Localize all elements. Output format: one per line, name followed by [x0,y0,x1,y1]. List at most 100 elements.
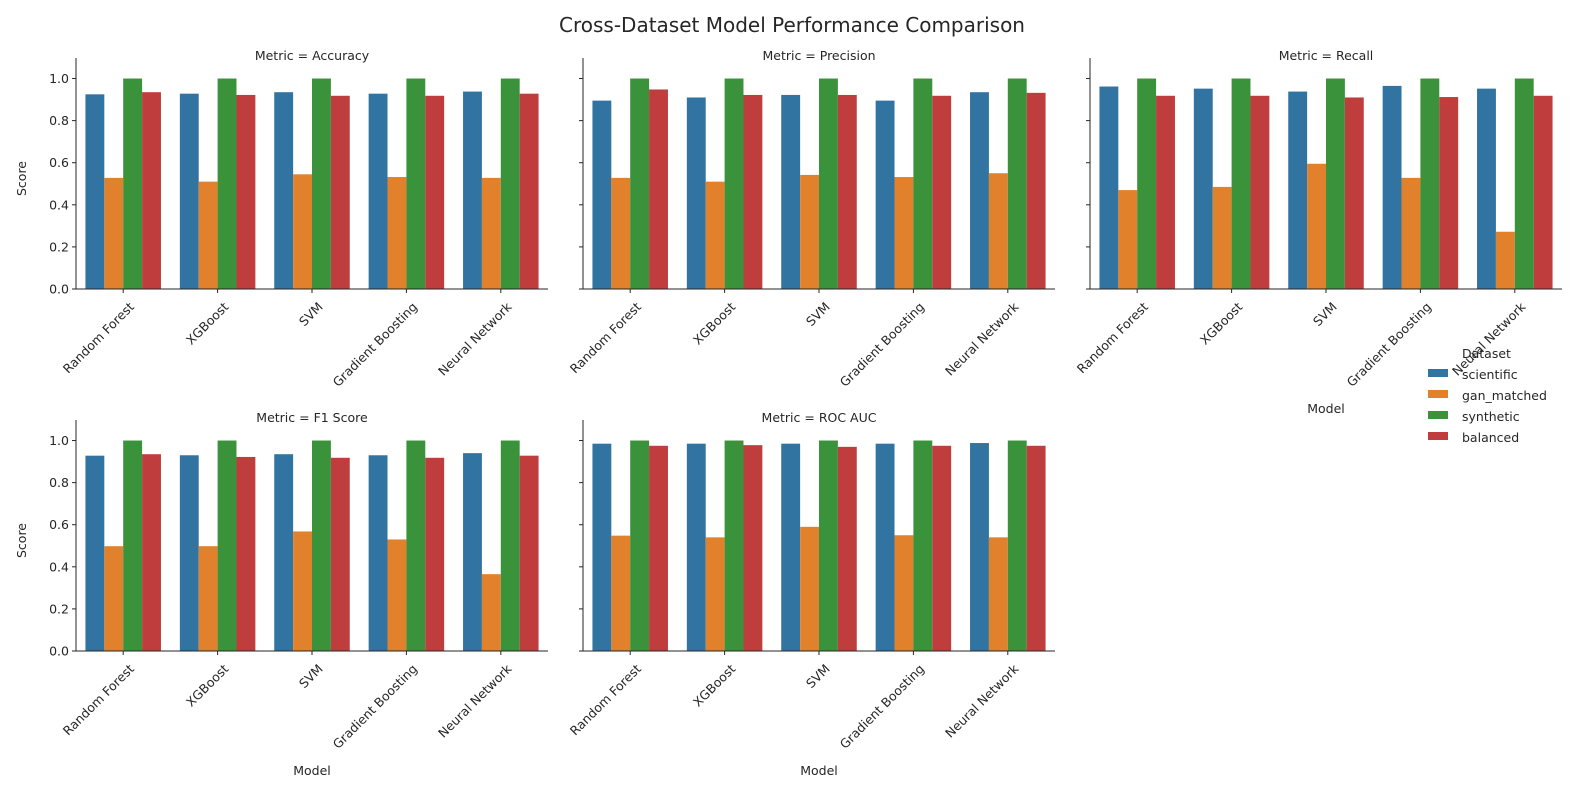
bar-gan_matched [894,535,914,651]
bar-scientific [179,93,199,290]
bar-scientific [970,443,989,651]
bar-synthetic [1326,78,1345,290]
chart-title: Cross-Dataset Model Performance Comparis… [559,13,1025,37]
bar-synthetic [217,78,237,290]
bar-scientific [463,453,482,651]
legend-label: synthetic [1462,409,1520,424]
y-tick-label: 0.8 [49,113,69,128]
bar-synthetic [724,440,744,651]
panel-title: Metric = Precision [762,48,875,63]
bar-gan_matched [611,177,631,289]
x-axis-label: Model [800,763,838,778]
bar-synthetic [1007,440,1027,651]
legend-swatch-gan_matched [1428,390,1448,398]
y-tick-label: 0.0 [49,282,69,297]
x-tick-label: SVM [296,661,326,691]
y-tick-label: 1.0 [49,433,69,448]
panel-title: Metric = Recall [1279,48,1374,63]
y-tick-label: 0.4 [49,559,69,574]
bar-gan_matched [1495,231,1515,289]
bar-gan_matched [198,181,218,289]
bar-scientific [781,443,801,651]
bar-scientific [85,94,105,289]
y-tick-label: 1.0 [49,71,69,86]
bar-scientific [274,92,294,289]
bar-gan_matched [800,174,819,289]
y-tick-label: 0.2 [49,239,69,254]
bar-balanced [142,454,161,651]
bar-gan_matched [1307,163,1326,289]
x-tick-label: Random Forest [1074,299,1151,376]
panel-title: Metric = F1 Score [256,410,368,425]
panel-title: Metric = Accuracy [255,48,370,63]
x-tick-label: Gradient Boosting [837,661,928,752]
x-tick-label: Neural Network [435,299,515,379]
bar-gan_matched [800,526,819,651]
panel-title: Metric = ROC AUC [762,410,877,425]
bar-balanced [649,89,668,289]
legend-swatch-scientific [1428,369,1448,377]
bar-balanced [837,446,857,651]
x-tick-label: Random Forest [60,299,137,376]
bar-gan_matched [481,574,501,651]
bar-scientific [1382,85,1402,289]
y-axis-label: Score [14,161,29,196]
y-tick-label: 0.0 [49,644,69,659]
bar-synthetic [217,440,237,651]
bar-balanced [425,95,445,289]
bar-scientific [274,454,294,651]
bar-balanced [1250,95,1270,289]
x-axis-label: Model [1307,401,1345,416]
x-tick-label: SVM [1310,299,1340,329]
x-tick-label: XGBoost [183,661,232,710]
bar-synthetic [312,440,331,651]
bar-balanced [236,456,256,651]
bar-synthetic [406,78,426,290]
bar-synthetic [913,78,933,290]
bar-synthetic [1137,78,1157,290]
bar-scientific [875,100,895,290]
bar-balanced [649,445,668,651]
bar-scientific [592,443,612,651]
bar-balanced [932,95,952,289]
bar-gan_matched [705,537,725,651]
bar-balanced [142,92,161,289]
bar-balanced [330,457,350,651]
bar-gan_matched [387,539,407,651]
bar-scientific [85,455,105,651]
bar-gan_matched [198,546,218,651]
x-tick-label: Gradient Boosting [1344,299,1435,390]
bar-balanced [1533,95,1553,289]
bar-gan_matched [1118,190,1138,289]
legend-title: Dataset [1462,346,1511,361]
bar-gan_matched [293,531,312,651]
x-tick-label: SVM [803,299,833,329]
bar-scientific [1288,91,1308,289]
bar-synthetic [819,440,838,651]
x-tick-label: Gradient Boosting [330,299,421,390]
bar-scientific [686,97,706,289]
legend-label: scientific [1462,367,1518,382]
bar-balanced [330,95,350,289]
x-axis-label: Model [293,763,331,778]
x-tick-label: XGBoost [690,299,739,348]
bar-gan_matched [988,537,1008,651]
x-tick-label: Random Forest [60,661,137,738]
bar-scientific [463,91,482,289]
x-tick-label: Gradient Boosting [837,299,928,390]
bar-balanced [425,457,445,651]
x-tick-label: XGBoost [183,299,232,348]
bar-balanced [519,93,539,290]
bar-synthetic [724,78,744,290]
bar-gan_matched [104,546,124,651]
y-axis-label: Score [14,523,29,558]
y-tick-label: 0.8 [49,475,69,490]
bar-gan_matched [387,177,407,289]
bar-gan_matched [104,177,124,289]
bar-balanced [1026,445,1046,651]
bar-scientific [686,443,706,651]
bar-balanced [932,445,952,651]
x-tick-label: Neural Network [942,661,1022,741]
